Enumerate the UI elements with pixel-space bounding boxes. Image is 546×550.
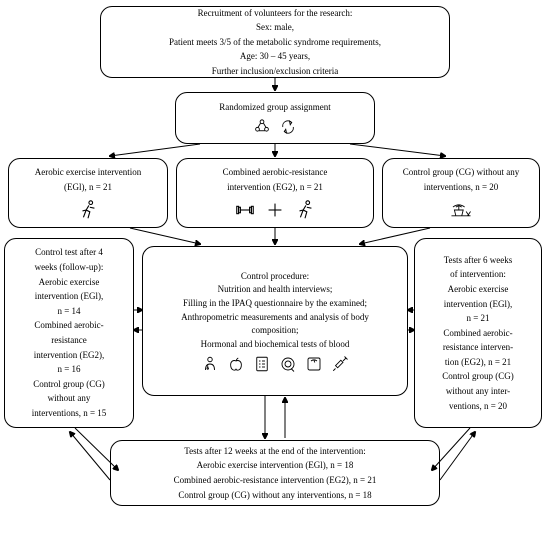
syringe-icon: [331, 355, 349, 373]
recruitment-box: Recruitment of volunteers for the resear…: [100, 6, 450, 78]
runner-icon: [294, 199, 316, 221]
beach-icon: [450, 199, 472, 221]
cg-box: Control group (CG) without any intervent…: [382, 158, 540, 228]
left-line-7: intervention (EG2),: [34, 349, 104, 362]
cg-line-1: interventions, n = 20: [424, 181, 499, 194]
tests-12weeks-box: Tests after 12 weeks at the end of the i…: [110, 440, 440, 506]
eg2-box: Combined aerobic-resistance intervention…: [176, 158, 374, 228]
center-line-4: composition;: [181, 324, 369, 337]
left-line-9: Control group (CG): [33, 378, 105, 391]
eg1-line-0: Aerobic exercise intervention: [35, 166, 141, 179]
right-line-0: Tests after 6 weeks: [444, 254, 513, 267]
left-line-3: intervention (EGl),: [35, 290, 103, 303]
left-line-11: interventions, n = 15: [32, 407, 107, 420]
cycle-icon: [279, 118, 297, 136]
checklist-icon: [253, 355, 271, 373]
randomized-icons: [253, 118, 297, 136]
randomized-label: Randomized group assignment: [219, 101, 330, 114]
center-line-1: Nutrition and health interviews;: [181, 283, 369, 296]
bottom-line-1: Aerobic exercise intervention (EGl), n =…: [197, 459, 354, 472]
tests-6weeks-box: Tests after 6 weeksof intervention: Aerob…: [414, 238, 542, 428]
top-line-1: Sex: male,: [256, 21, 294, 34]
bottom-line-3: Control group (CG) without any intervent…: [178, 489, 371, 502]
plus-icon: [264, 199, 286, 221]
right-line-7: tion (EG2), n = 21: [445, 356, 511, 369]
randomized-box: Randomized group assignment: [175, 92, 375, 144]
center-line-2: Filling in the IPAQ questionnaire by the…: [181, 297, 369, 310]
top-line-0: Recruitment of volunteers for the resear…: [198, 7, 353, 20]
eg2-line-0: Combined aerobic-resistance: [223, 166, 328, 179]
eg1-icons: [77, 199, 99, 221]
control-procedure-text: Control procedure:Nutrition and health i…: [181, 269, 369, 352]
people-icon: [253, 118, 271, 136]
right-line-4: n = 21: [466, 312, 489, 325]
control-procedure-box: Control procedure:Nutrition and health i…: [142, 246, 408, 396]
right-line-5: Combined aerobic-: [443, 327, 512, 340]
top-line-3: Age: 30 – 45 years,: [240, 50, 310, 63]
right-line-6: resistance interven-: [443, 341, 513, 354]
top-line-4: Further inclusion/exclusion criteria: [212, 65, 338, 78]
center-line-0: Control procedure:: [181, 270, 369, 283]
right-line-2: Aerobic exercise: [448, 283, 509, 296]
dumbbell-icon: [234, 199, 256, 221]
left-line-6: resistance: [51, 334, 86, 347]
control-procedure-icons: [201, 355, 349, 373]
right-line-9: without any inter-: [446, 385, 510, 398]
left-line-5: Combined aerobic-: [34, 319, 103, 332]
eg1-box: Aerobic exercise intervention (EGl), n =…: [8, 158, 168, 228]
left-line-4: n = 14: [57, 305, 80, 318]
doctor-icon: [201, 355, 219, 373]
right-line-3: intervention (EGl),: [444, 298, 512, 311]
tape-icon: [279, 355, 297, 373]
left-line-0: Control test after 4: [35, 246, 103, 259]
scale-icon: [305, 355, 323, 373]
cg-icons: [450, 199, 472, 221]
left-line-10: without any: [48, 392, 91, 405]
left-line-2: Aerobic exercise: [39, 276, 100, 289]
top-line-2: Patient meets 3/5 of the metabolic syndr…: [169, 36, 381, 49]
left-line-8: n = 16: [57, 363, 80, 376]
eg1-line-1: (EGl), n = 21: [64, 181, 112, 194]
eg2-line-1: intervention (EG2), n = 21: [227, 181, 323, 194]
right-line-8: Control group (CG): [442, 370, 514, 383]
left-line-1: weeks (follow-up):: [35, 261, 104, 274]
right-line-1: of intervention:: [450, 268, 506, 281]
cg-line-0: Control group (CG) without any: [403, 166, 520, 179]
center-line-5: Hormonal and biochemical tests of blood: [181, 338, 369, 351]
eg2-icons: [234, 199, 316, 221]
runner-icon: [77, 199, 99, 221]
bottom-line-2: Combined aerobic-resistance intervention…: [174, 474, 377, 487]
bottom-line-0: Tests after 12 weeks at the end of the i…: [184, 445, 366, 458]
apple-icon: [227, 355, 245, 373]
center-line-3: Anthropometric measurements and analysis…: [181, 311, 369, 324]
right-line-10: ventions, n = 20: [449, 400, 507, 413]
followup-box: Control test after 4 weeks (follow-up): Ae…: [4, 238, 134, 428]
